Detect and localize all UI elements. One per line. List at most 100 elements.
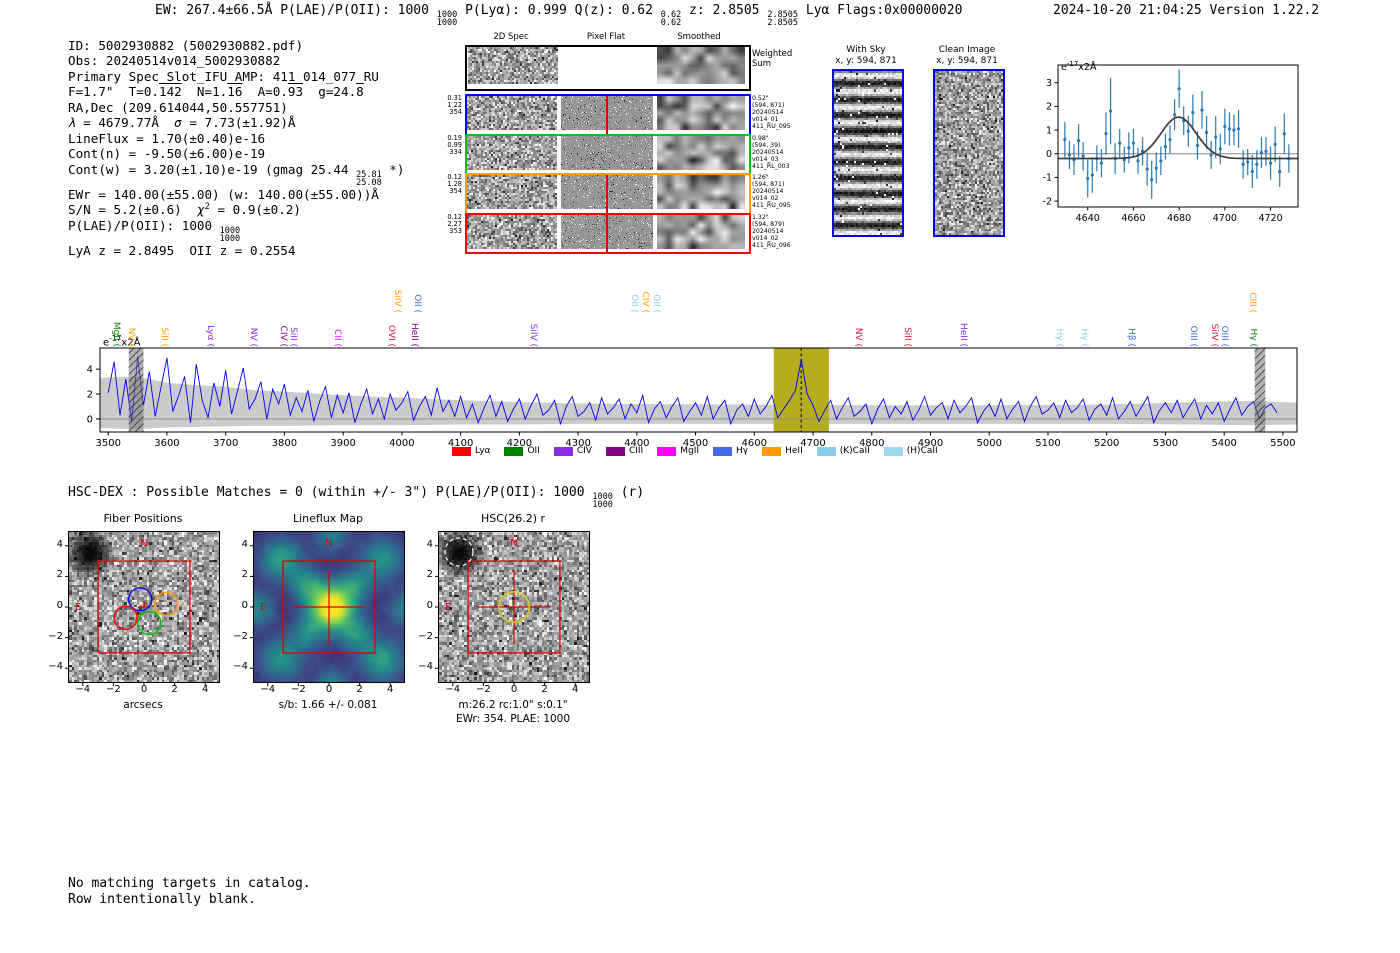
legend-swatch [504,446,524,456]
emission-line-label: MgII ( [111,321,122,347]
y-tick-label: 0 [87,414,93,425]
legend-swatch [553,446,573,456]
x-tick-label: 5200 [1094,438,1119,449]
data-point [1108,109,1113,113]
emission-line-label: NV ( [125,327,136,347]
clean-image [933,69,1005,237]
legend-item: CIII [605,446,643,456]
emission-line-label: SiII ( [288,327,299,347]
y-tick-label: 3 [1046,78,1052,89]
weighted-sum-label: Weighted Sum [752,49,793,69]
legend-item: (H)CaII [883,446,938,456]
emission-line-label: OIII ( [1188,325,1199,347]
y-tick-label: −4 [418,661,433,673]
data-point [1177,87,1181,91]
detection-wavelength-marker [606,96,608,134]
lineflux-map-xlabel: s/b: 1.66 +/- 0.081 [278,699,378,711]
info-line: F=1.7" T=0.142 N=1.16 A=0.93 g=24.8 [68,84,364,100]
y-tick-label: 2 [1046,102,1052,113]
y-tick-label: 0 [241,600,248,611]
x-tick-label: 4200 [507,438,532,449]
compass-north-label: N [510,538,517,549]
emission-line-label: CIII ( [1246,292,1257,313]
cutout-col-header-2dspec: 2D Spec [493,32,529,42]
fiber-circle [137,610,162,636]
info-line: LyA z = 2.8495 OII z = 0.2554 [68,242,296,258]
x-tick-label: 4800 [859,438,884,449]
x-tick-label: 3800 [272,438,297,449]
fiber-positions-title: Fiber Positions [103,512,183,525]
stacked-fraction: 1000 1000 [436,10,458,28]
fiber-positions-panel: N E −4 −2 0 2 4 −4 −2 0 2 4 [48,531,220,695]
with-sky-image [832,69,904,237]
line-fit-plot-ylabel: e-17x2Å [1061,60,1097,74]
fiber-circle [153,591,179,617]
hsc-r-panel: N E −4 −2 0 2 4 −4 −2 0 2 4 [418,531,590,695]
data-point [1081,154,1085,158]
x-tick-label: 0 [325,684,333,695]
x-tick-label: 4 [387,684,394,695]
error-envelope [100,376,1297,429]
y-tick-label: −2 [48,630,63,642]
extraction-box [467,560,561,654]
y-tick-label: −4 [233,661,248,673]
y-tick-label: 4 [241,538,248,550]
info-line: RA,Dec (209.614044,50.557751) [68,99,288,115]
emission-line-label: OVI ( [386,324,397,347]
legend-swatch [452,446,471,456]
fiber-row-right-info: 1.26" (594, 871) 20240514 v014_02 411_RU_095 [752,174,791,209]
emission-line-label: OII ( [629,294,640,313]
detection-wavelength-marker [606,175,608,213]
x-tick-label: 5000 [977,438,1002,449]
x-tick-label: 4700 [800,438,825,449]
compass-east-label: E [260,602,266,613]
x-tick-label: 4680 [1167,213,1191,224]
x-tick-label: 5300 [1153,438,1178,449]
info-line: S/N = 5.2(±0.6) χ2 = 0.9(±0.2) [68,201,301,218]
x-tick-label: 4300 [565,438,590,449]
fiber-2dspec-image [467,96,557,130]
legend-item: Hγ [713,446,748,456]
gaussian-fit-curve [1058,116,1298,160]
x-tick-label: 4000 [389,438,414,449]
data-point [1223,124,1227,129]
data-point [1090,173,1094,177]
emission-line-label: SiIV ( [528,323,539,347]
hsc-r-xlabel2: EWr: 354. PLAE: 1000 [455,713,571,725]
info-line: ID: 5002930882 (5002930882.pdf) [68,38,304,53]
stacked-fraction: 1000 1000 [219,225,241,244]
data-point [1163,145,1168,149]
emission-line-label: SiIV ( [1208,323,1219,347]
info-line: P(LAE)/P(OII): 1000 1000 1000 [68,217,241,244]
y-tick-label: 4 [56,538,63,550]
full-spectrum-plot: 3500 3600 3700 3800 3900 4000 4100 4200 4300 4400… [87,347,1298,449]
x-tick-label: 3900 [330,438,355,449]
x-tick-label: 4640 [1076,213,1100,224]
data-point [1241,162,1245,166]
data-point [1195,143,1200,148]
x-tick-label: 4600 [742,438,767,449]
hsc-r-xlabel: m:26.2 rc:1.0" s:0.1" [458,699,568,711]
emission-line-label: Hβ ( [1126,328,1137,347]
data-point [1236,127,1241,131]
x-tick-label: −4 [75,684,91,695]
fiber-row-left-stats: 0.19 0.99 334 [447,133,462,156]
x-tick-label: 2 [541,684,548,695]
fiber-row-left-stats: 0.31 1.22 354 [447,94,462,117]
weighted-2dspec-image [468,47,558,84]
emission-line-label: CIV ( [277,325,288,347]
legend-item: HeII [762,446,803,456]
legend-label: (K)CaII [839,446,870,456]
info-line: Primary Spec_Slot_IFU_AMP: 411_014_077_R… [68,68,379,84]
fiber-row-right-info: 0.52" (594, 871) 20240514 v014_01 411_RU_095 [752,95,791,130]
fiber-2dspec-image [467,175,557,209]
data-point [1227,127,1232,131]
y-tick-label: 2 [87,390,93,401]
legend-swatch [883,446,903,456]
data-point [1204,130,1209,135]
info-line: λ = 4679.77Å σ = 7.73(±1.92)Å [68,115,296,131]
y-tick-label: 0 [1046,149,1052,160]
detection-wavelength-marker [606,214,608,252]
emission-line-label: NV ( [853,327,864,347]
